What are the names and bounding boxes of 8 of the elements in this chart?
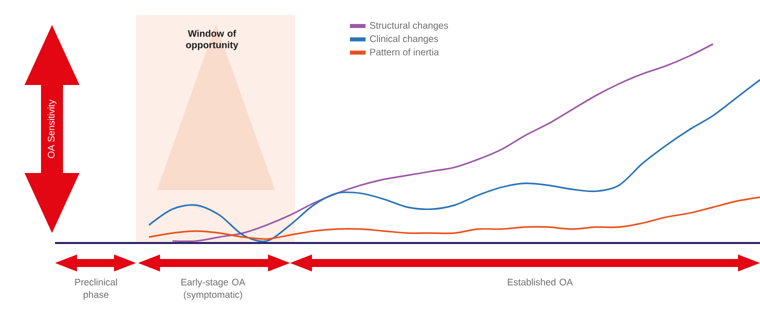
y-axis-title: OA Sensitivity — [48, 100, 56, 158]
legend-label: Pattern of inertia — [370, 48, 439, 56]
text: Established OA — [508, 278, 573, 286]
text: Preclinical phase — [75, 278, 117, 300]
legend-label: Structural changes — [370, 22, 448, 31]
annotation: Window of opportunity — [186, 30, 238, 50]
legend-label: Clinical changes — [370, 35, 438, 44]
text: Early-stage OA (symptomatic) — [181, 278, 246, 300]
